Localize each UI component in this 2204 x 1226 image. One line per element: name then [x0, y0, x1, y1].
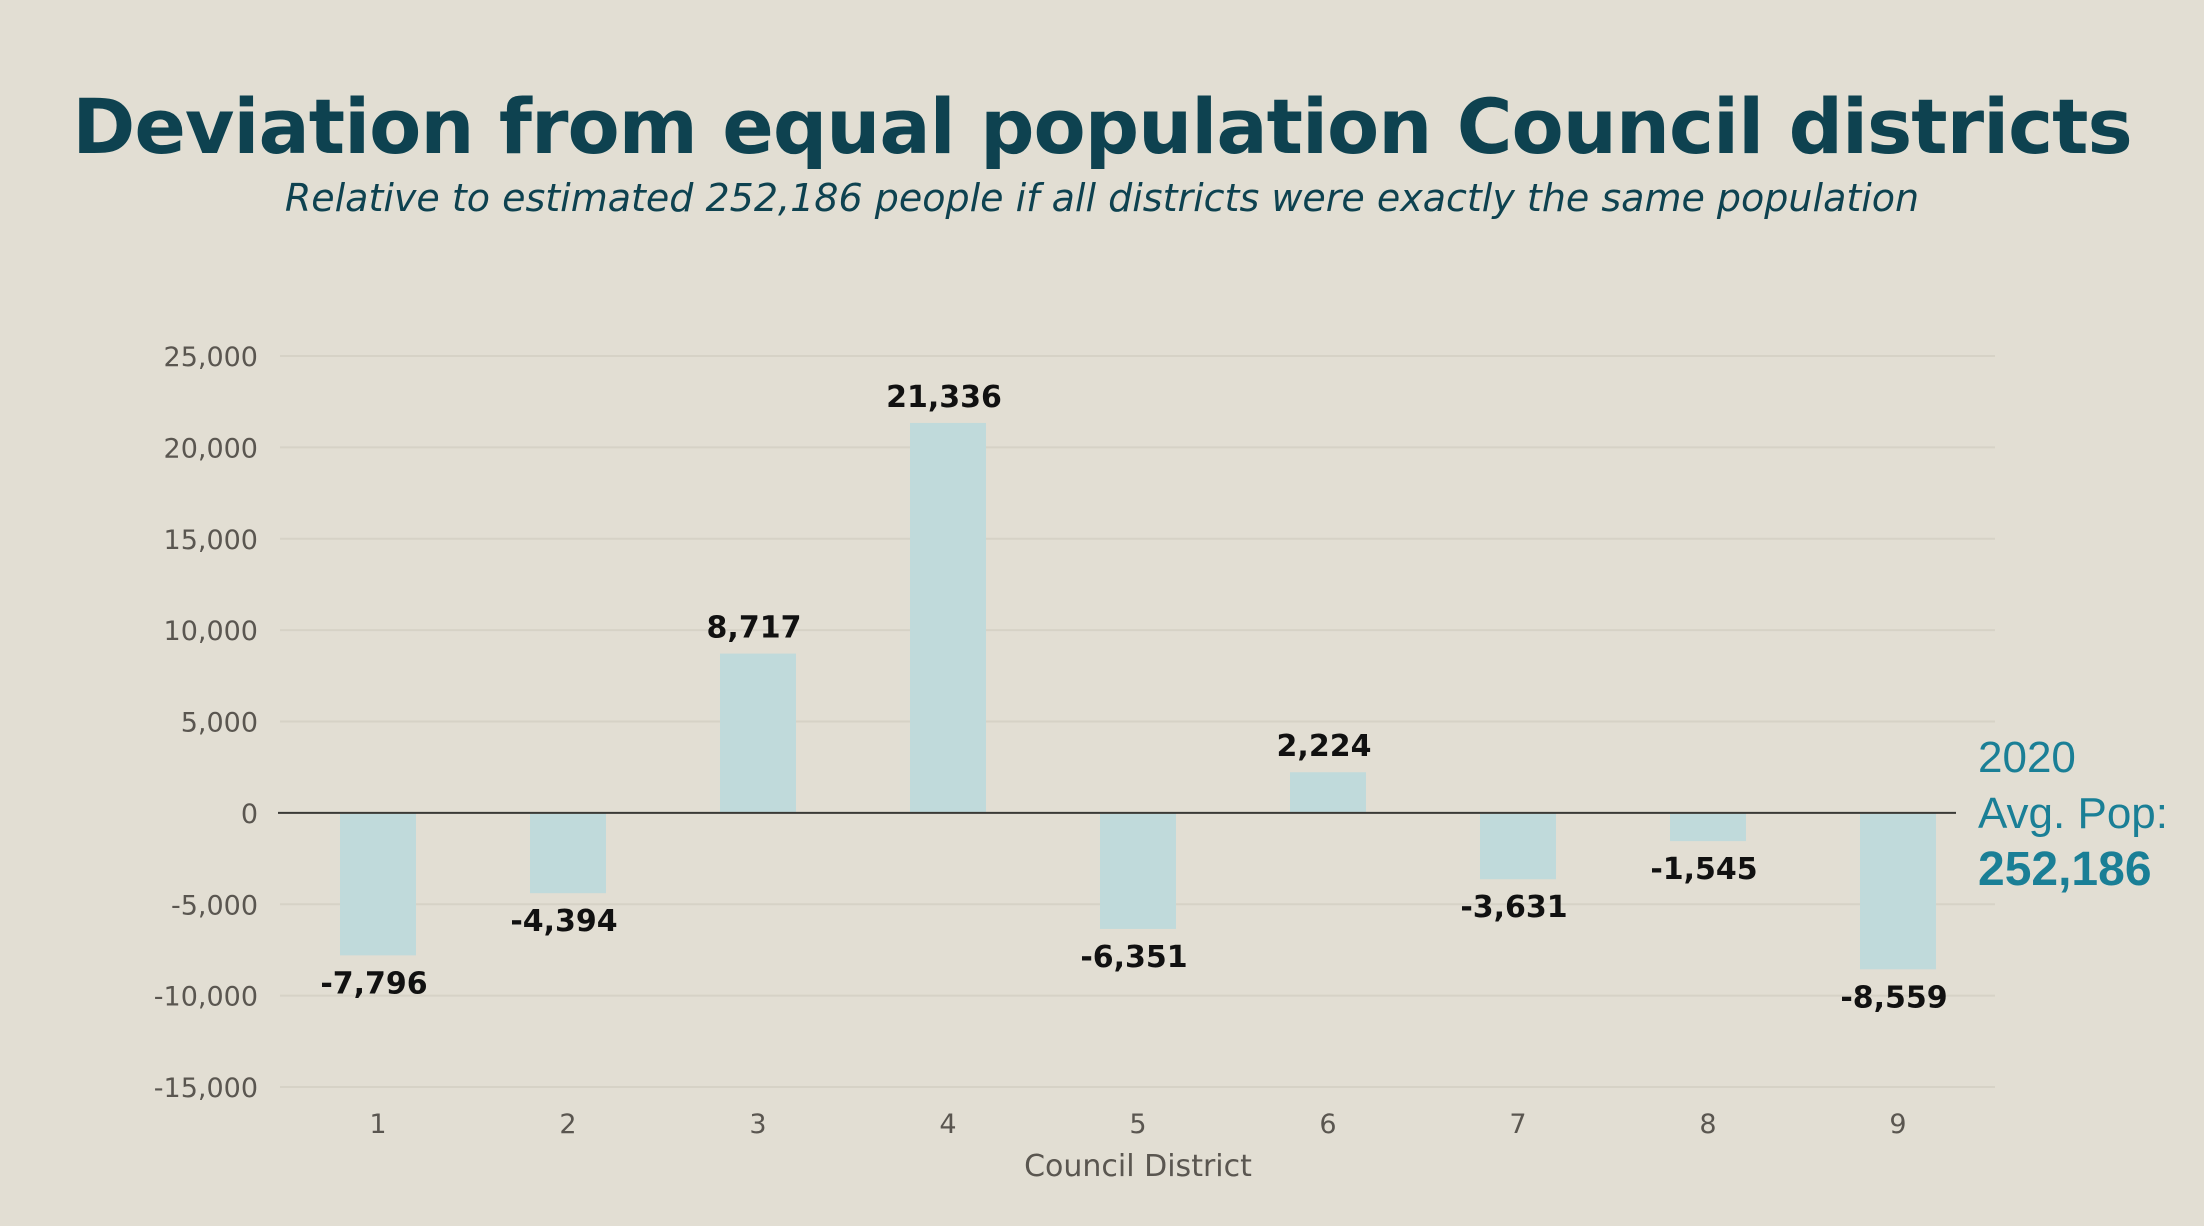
- bar-district-7: [1480, 812, 1556, 880]
- annotation-label: Avg. Pop:: [1978, 789, 2168, 838]
- x-axis-label: Council District: [1024, 1149, 1252, 1184]
- bar-district-6: [1290, 772, 1366, 813]
- data-label: -7,796: [320, 966, 427, 1001]
- bar-district-3: [720, 653, 796, 813]
- average-population-annotation: 2020 Avg. Pop: 252,186: [1978, 730, 2168, 898]
- x-tick-label: 6: [1319, 1109, 1336, 1140]
- chart-subtitle: Relative to estimated 252,186 people if …: [284, 176, 1920, 220]
- bars: [340, 422, 1936, 970]
- y-tick-label: 5,000: [181, 708, 258, 739]
- y-tick-label: -5,000: [171, 890, 258, 921]
- data-label: -6,351: [1080, 940, 1187, 975]
- x-axis-ticks: 1 2 3 4 5 6 7 8 9: [369, 1109, 1906, 1140]
- y-tick-label: 0: [241, 799, 258, 830]
- y-tick-label: 25,000: [164, 342, 258, 373]
- bar-district-9: [1860, 812, 1936, 970]
- x-tick-label: 4: [939, 1109, 956, 1140]
- data-label: -4,394: [510, 904, 617, 939]
- x-tick-label: 5: [1129, 1109, 1146, 1140]
- bar-district-1: [340, 812, 416, 956]
- x-tick-label: 8: [1699, 1109, 1716, 1140]
- y-tick-label: -10,000: [154, 982, 258, 1013]
- data-label: 21,336: [886, 380, 1002, 415]
- gridlines: [280, 355, 1995, 1088]
- x-tick-label: 2: [559, 1109, 576, 1140]
- x-tick-label: 9: [1889, 1109, 1906, 1140]
- data-labels: -7,796 -4,394 8,717 21,336 -6,351 2,224 -3,631…: [320, 380, 1947, 1015]
- x-tick-label: 3: [749, 1109, 766, 1140]
- chart-title: Deviation from equal population Council …: [72, 82, 2133, 171]
- bar-district-2: [530, 812, 606, 894]
- data-label: -8,559: [1840, 980, 1947, 1015]
- data-label: 8,717: [707, 611, 802, 646]
- annotation-value: 252,186: [1978, 843, 2152, 896]
- bar-district-8: [1670, 812, 1746, 842]
- y-tick-label: 20,000: [164, 433, 258, 464]
- x-tick-label: 7: [1509, 1109, 1526, 1140]
- bar-district-5: [1100, 812, 1176, 929]
- bar-district-4: [910, 422, 986, 813]
- y-tick-label: 15,000: [164, 525, 258, 556]
- y-axis-ticks: 25,000 20,000 15,000 10,000 5,000 0 -5,000 -10,…: [154, 342, 258, 1104]
- y-tick-label: -15,000: [154, 1073, 258, 1104]
- annotation-year: 2020: [1978, 733, 2076, 782]
- data-label: -1,545: [1650, 852, 1757, 887]
- x-tick-label: 1: [369, 1109, 386, 1140]
- data-label: 2,224: [1277, 729, 1372, 764]
- y-tick-label: 10,000: [164, 616, 258, 647]
- data-label: -3,631: [1460, 890, 1567, 925]
